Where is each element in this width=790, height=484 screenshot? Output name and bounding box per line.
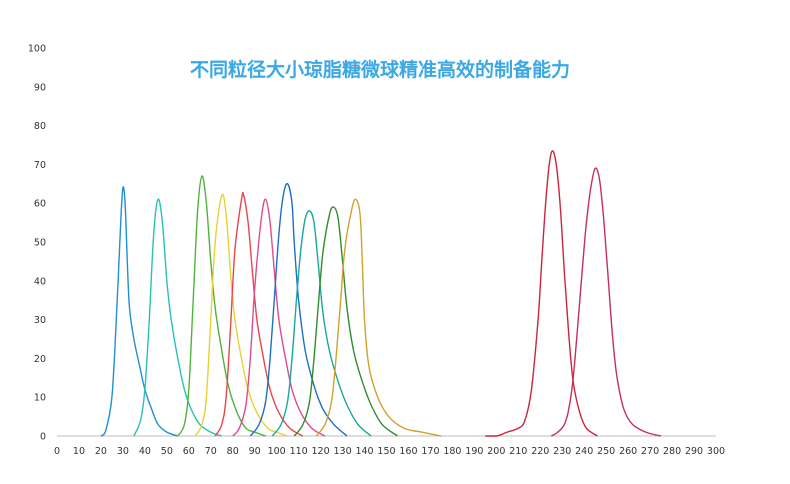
y-tick-label: 60 (34, 199, 46, 210)
x-tick-label: 30 (117, 446, 129, 457)
x-tick-label: 280 (663, 446, 681, 457)
distribution-curve-1 (100, 186, 179, 437)
distribution-curve-10 (315, 198, 442, 437)
distribution-curve-6 (232, 198, 326, 437)
x-tick-label: 150 (377, 446, 395, 457)
distribution-curve-2 (133, 198, 223, 437)
y-tick-label: 20 (34, 354, 46, 365)
y-axis-ticks: 0 10 20 30 40 50 60 70 80 90 100 (28, 44, 46, 443)
distribution-curve-3 (177, 175, 266, 437)
x-tick-label: 60 (183, 446, 195, 457)
x-tick-label: 0 (54, 446, 60, 457)
x-tick-label: 230 (553, 446, 571, 457)
x-tick-label: 250 (597, 446, 615, 457)
x-tick-label: 180 (443, 446, 461, 457)
x-tick-label: 70 (205, 446, 217, 457)
x-tick-label: 20 (95, 446, 107, 457)
x-tick-label: 160 (399, 446, 417, 457)
x-tick-label: 190 (465, 446, 483, 457)
y-tick-label: 10 (34, 393, 46, 404)
x-tick-label: 100 (268, 446, 286, 457)
x-tick-label: 130 (333, 446, 351, 457)
x-tick-label: 200 (487, 446, 505, 457)
x-tick-label: 260 (619, 446, 637, 457)
x-tick-label: 290 (685, 446, 703, 457)
y-tick-label: 100 (28, 44, 46, 55)
distribution-curve-5 (214, 191, 304, 437)
y-tick-label: 0 (40, 432, 46, 443)
x-axis-ticks: 0 10 20 30 40 50 60 70 80 90 100 110 120 130 140 150 160… (54, 446, 725, 457)
distribution-curve-8 (271, 210, 372, 437)
y-tick-label: 30 (34, 315, 46, 326)
x-tick-label: 170 (421, 446, 439, 457)
x-tick-label: 270 (641, 446, 659, 457)
series-lines (100, 150, 662, 437)
distribution-curve-4 (194, 193, 288, 437)
y-tick-label: 50 (34, 238, 46, 249)
y-tick-label: 90 (34, 82, 46, 93)
y-tick-label: 80 (34, 121, 46, 132)
x-tick-label: 300 (707, 446, 725, 457)
x-tick-label: 50 (161, 446, 173, 457)
x-tick-label: 220 (531, 446, 549, 457)
distribution-curve-9 (293, 206, 398, 437)
x-tick-label: 80 (227, 446, 239, 457)
x-tick-label: 110 (290, 446, 308, 457)
x-tick-label: 140 (355, 446, 373, 457)
x-tick-label: 90 (249, 446, 261, 457)
distribution-curve-7 (249, 182, 348, 437)
y-tick-label: 40 (34, 276, 46, 287)
distribution-curve-12 (550, 167, 662, 437)
y-tick-label: 70 (34, 160, 46, 171)
x-tick-label: 210 (509, 446, 527, 457)
x-tick-label: 120 (312, 446, 330, 457)
x-tick-label: 240 (575, 446, 593, 457)
x-tick-label: 10 (73, 446, 85, 457)
chart-title: 不同粒径大小琼脂糖微球精准高效的制备能力 (190, 58, 570, 81)
x-tick-label: 40 (139, 446, 151, 457)
